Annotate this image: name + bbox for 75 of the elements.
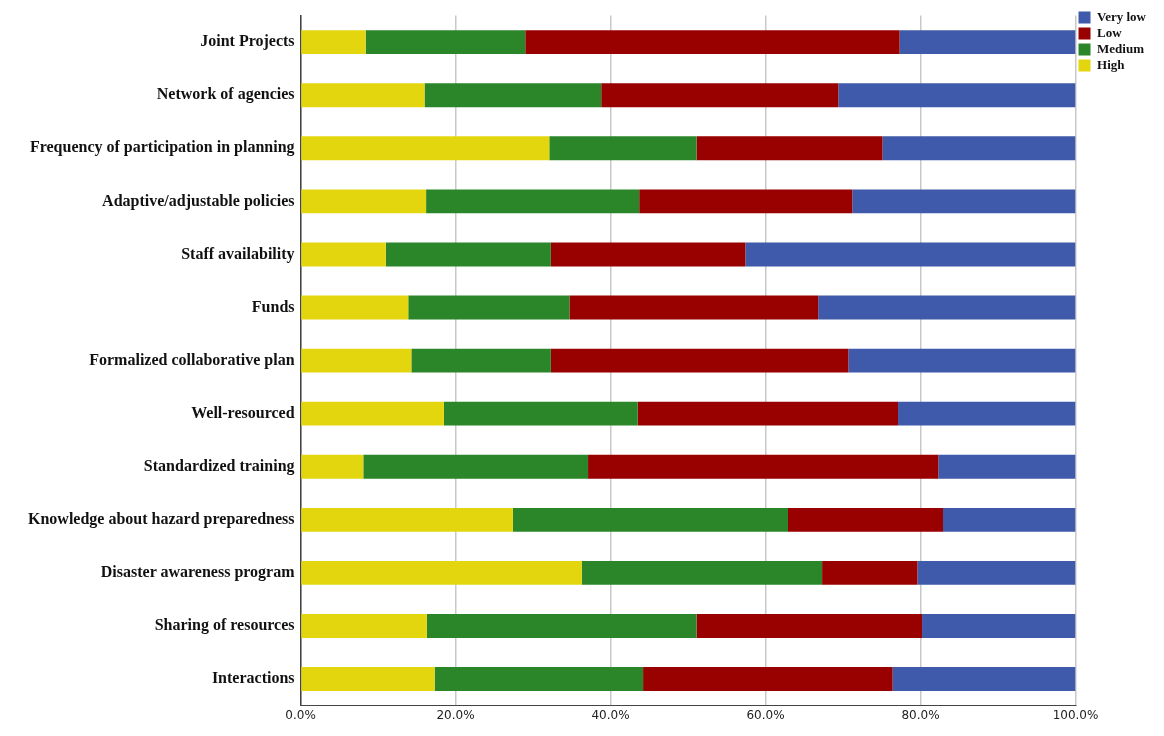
y-tick-label: Interactions <box>211 669 295 687</box>
bar <box>581 560 823 585</box>
x-tick-label: 80.0% <box>901 707 940 722</box>
bar <box>818 295 1076 320</box>
y-tick-label: Well-resourced <box>191 403 295 421</box>
bar <box>411 348 551 373</box>
bar <box>301 136 550 161</box>
bar <box>696 614 923 638</box>
bar <box>301 507 513 532</box>
y-tick-label: Sharing of resources <box>154 616 295 635</box>
x-tick-label: 100.0% <box>1052 707 1099 722</box>
bar <box>301 454 364 479</box>
bar <box>408 295 570 320</box>
bar <box>922 614 1076 638</box>
bar <box>569 295 819 320</box>
bar <box>943 507 1076 532</box>
y-tick-label: Disaster awareness program <box>100 563 296 582</box>
y-tick-label: Network of agencies <box>156 85 295 104</box>
bar <box>301 295 409 320</box>
bar <box>639 189 853 214</box>
bar <box>301 667 435 691</box>
bar <box>838 83 1076 108</box>
bar <box>301 560 582 585</box>
bar <box>852 189 1076 214</box>
legend-label: Medium <box>1097 40 1145 56</box>
y-tick-label: Standardized training <box>143 456 295 475</box>
bar <box>385 242 551 267</box>
bar <box>512 507 788 532</box>
bar <box>549 136 697 161</box>
x-tick-label: 20.0% <box>436 707 475 722</box>
bar <box>899 30 1076 55</box>
y-tick-label: Frequency of participation in planning <box>29 138 295 157</box>
bar <box>301 348 412 373</box>
y-tick-label: Staff availability <box>181 244 295 263</box>
y-tick-label: Knowledge about hazard preparedness <box>28 509 295 528</box>
y-tick-label: Joint Projects <box>200 32 295 51</box>
bar <box>696 136 883 161</box>
bar <box>637 401 899 426</box>
bar <box>892 667 1076 691</box>
bar <box>365 30 526 55</box>
bar <box>938 454 1076 479</box>
bar <box>301 242 386 267</box>
bar <box>525 30 900 55</box>
bar <box>301 614 427 638</box>
bar <box>788 507 943 532</box>
y-tick-label: Funds <box>251 297 295 315</box>
bar <box>424 83 602 108</box>
x-tick-label: 0.0% <box>285 707 316 722</box>
bar <box>917 560 1076 585</box>
bar <box>882 136 1076 161</box>
bar <box>550 242 746 267</box>
bar <box>848 348 1076 373</box>
bar <box>301 189 427 214</box>
bar <box>745 242 1076 267</box>
bar <box>550 348 849 373</box>
bar <box>363 454 589 479</box>
y-tick-label: Formalized collaborative plan <box>89 350 295 369</box>
bar <box>898 401 1076 426</box>
bar <box>301 30 366 55</box>
bar <box>822 560 918 585</box>
bar <box>643 667 893 691</box>
legend-label: High <box>1097 56 1126 72</box>
bar <box>434 667 644 691</box>
y-tick-label: Adaptive/adjustable policies <box>102 191 295 210</box>
bar <box>443 401 638 426</box>
legend-label: Low <box>1097 24 1123 40</box>
bar <box>301 83 425 108</box>
legend-label: Very low <box>1097 8 1147 24</box>
bar <box>301 401 444 426</box>
bar <box>426 189 640 214</box>
x-tick-label: 60.0% <box>746 707 785 722</box>
bar <box>426 614 697 638</box>
x-tick-label: 40.0% <box>591 707 630 722</box>
bar <box>601 83 839 108</box>
bar <box>588 454 939 479</box>
